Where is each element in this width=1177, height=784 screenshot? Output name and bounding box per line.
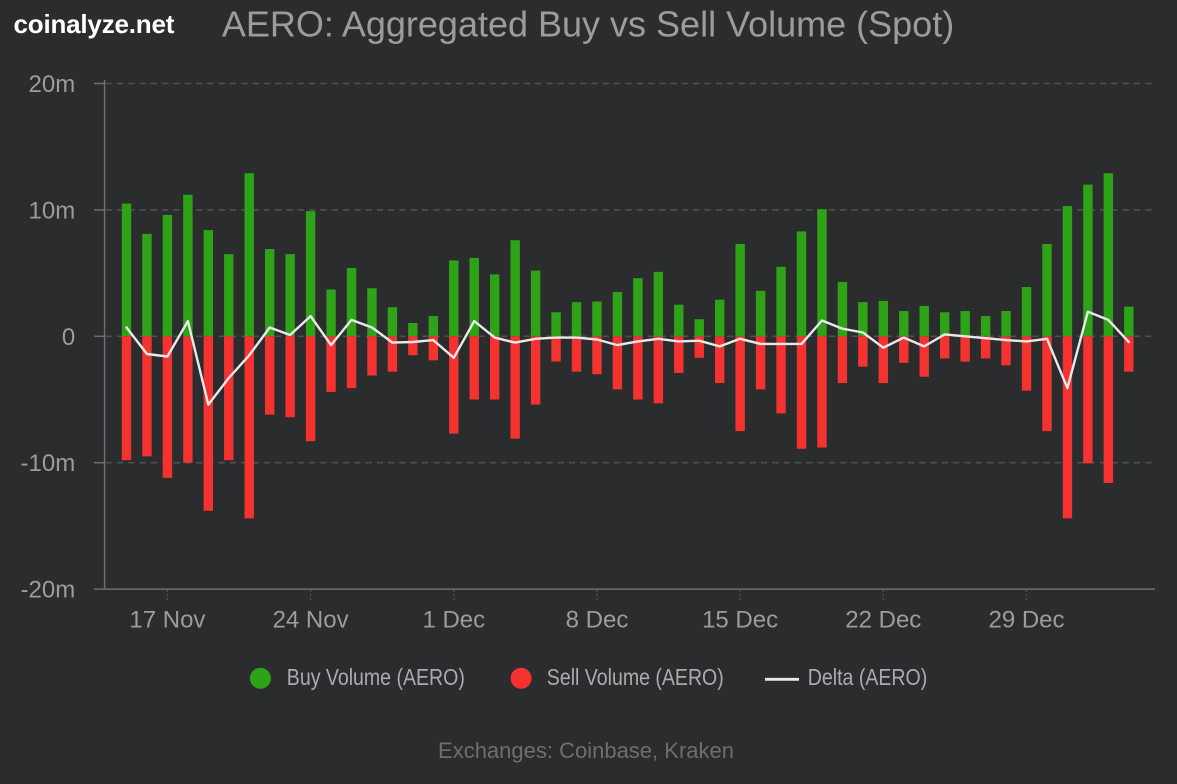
svg-text:24 Nov: 24 Nov xyxy=(273,607,349,634)
svg-text:20m: 20m xyxy=(29,71,76,98)
svg-text:17 Nov: 17 Nov xyxy=(129,607,205,634)
svg-text:Exchanges: Coinbase, Kraken: Exchanges: Coinbase, Kraken xyxy=(438,738,734,763)
svg-text:-10m: -10m xyxy=(21,450,76,477)
svg-text:15 Dec: 15 Dec xyxy=(702,607,778,634)
svg-text:coinalyze.net: coinalyze.net xyxy=(14,9,175,39)
svg-text:Sell Volume (AERO): Sell Volume (AERO) xyxy=(547,665,724,691)
svg-text:AERO: Aggregated Buy vs Sell V: AERO: Aggregated Buy vs Sell Volume (Spo… xyxy=(222,4,954,45)
svg-text:-20m: -20m xyxy=(21,577,76,604)
svg-text:29 Dec: 29 Dec xyxy=(988,607,1064,634)
svg-text:8 Dec: 8 Dec xyxy=(566,607,629,634)
svg-text:10m: 10m xyxy=(29,197,76,224)
svg-text:Buy Volume (AERO): Buy Volume (AERO) xyxy=(287,665,465,691)
svg-text:0: 0 xyxy=(62,324,75,351)
svg-text:22 Dec: 22 Dec xyxy=(845,607,921,634)
svg-text:Delta (AERO): Delta (AERO) xyxy=(808,665,927,691)
svg-text:1 Dec: 1 Dec xyxy=(422,607,485,634)
